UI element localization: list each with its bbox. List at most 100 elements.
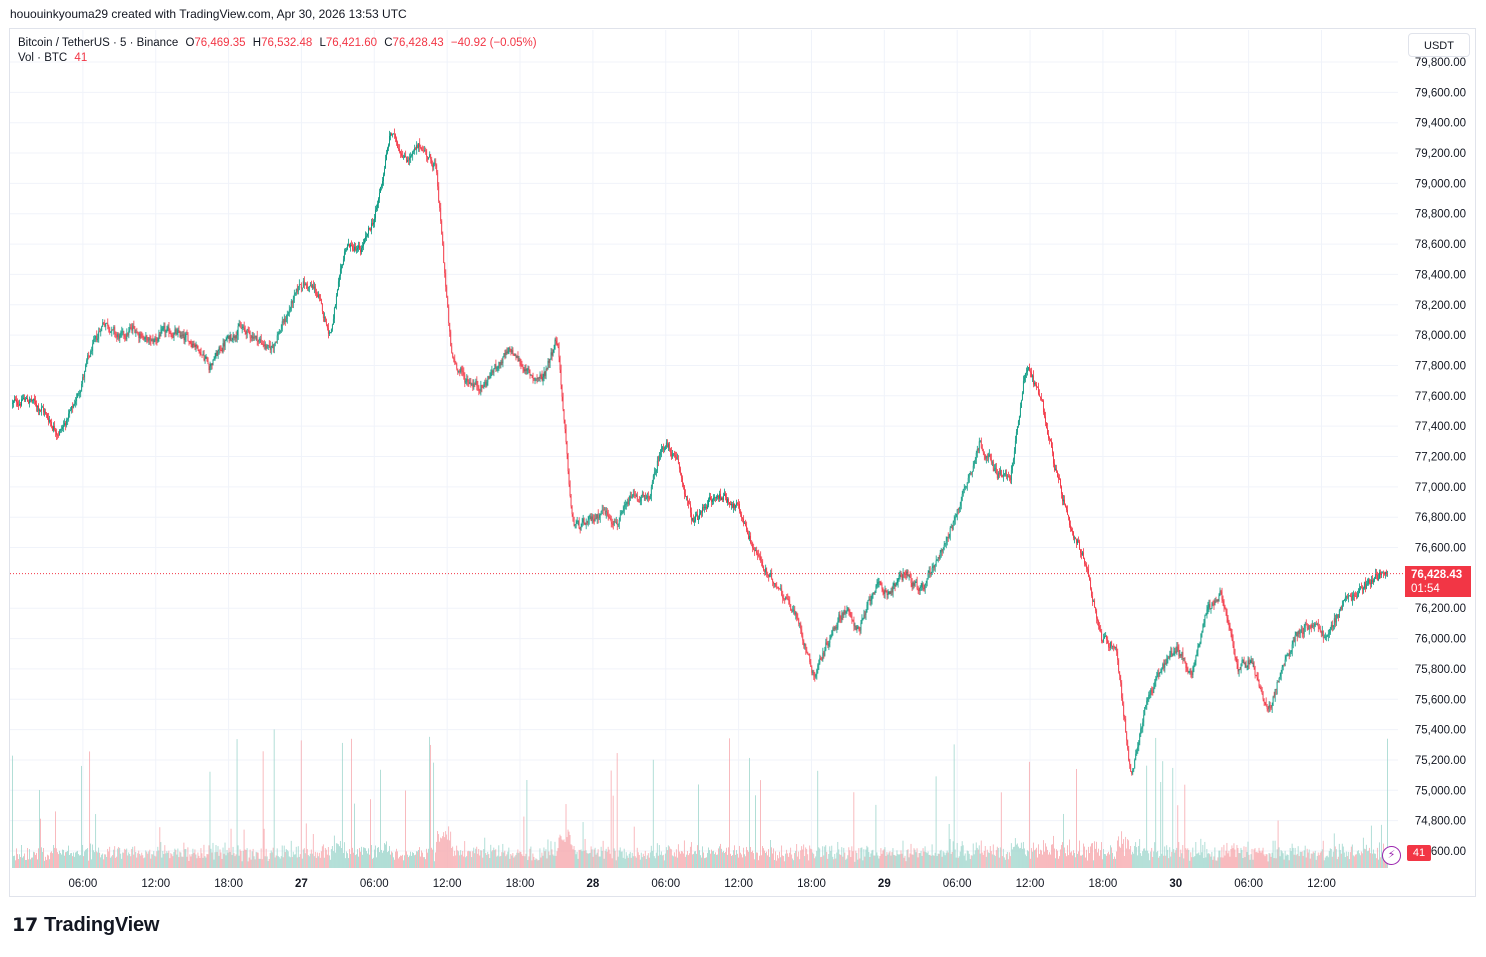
volume-bar: [642, 853, 644, 868]
candle-body: [1119, 671, 1121, 676]
candle-body: [116, 334, 118, 338]
volume-bar: [882, 850, 884, 868]
volume-bar: [1265, 854, 1267, 868]
volume-bar: [705, 857, 706, 868]
volume-label[interactable]: Vol · BTC: [18, 52, 68, 64]
volume-bar: [500, 855, 502, 868]
candle-body: [1000, 469, 1002, 477]
volume-bar: [159, 827, 161, 868]
tradingview-logo[interactable]: 𝟭𝟳 TradingView: [12, 914, 159, 937]
volume-bar: [543, 847, 545, 868]
candle-body: [246, 329, 248, 335]
candle-body: [405, 155, 406, 158]
candle-body: [439, 201, 441, 208]
volume-bar: [222, 847, 224, 868]
volume-bar: [689, 846, 691, 868]
candle-body: [607, 511, 609, 516]
volume-bar: [665, 847, 667, 868]
candle-body: [605, 510, 607, 515]
volume-bar: [771, 847, 773, 868]
candle-body: [144, 337, 146, 340]
candle-body: [562, 396, 564, 410]
lightning-icon[interactable]: ⚡: [1382, 846, 1401, 865]
volume-bar: [817, 770, 819, 868]
candle-body: [219, 347, 221, 350]
price-axis[interactable]: 79,800.0079,600.0079,400.0079,200.0079,0…: [1415, 57, 1466, 858]
symbol-label[interactable]: Bitcoin / TetherUS · 5 · Binance: [18, 37, 179, 49]
currency-button[interactable]: USDT: [1408, 33, 1470, 57]
volume-bar: [888, 852, 890, 868]
candle-body: [818, 663, 820, 666]
candle-body: [1179, 654, 1181, 657]
candle-body: [944, 543, 946, 545]
volume-bar: [1118, 836, 1120, 868]
candle-body: [581, 522, 583, 527]
candle-body: [1012, 459, 1014, 463]
volume-bar: [461, 854, 463, 868]
x-tick-label: 12:00: [141, 878, 170, 890]
candle-body: [1270, 707, 1272, 709]
volume-bar: [230, 828, 232, 868]
candle-body: [1246, 666, 1248, 668]
candle-body: [1221, 591, 1223, 600]
candle-body: [597, 514, 599, 519]
candle-body: [76, 397, 77, 402]
candle-body: [977, 449, 979, 451]
time-axis[interactable]: 06:00 12:00 18:00 27 06:00 12:00 18:00 28 06:00 1…: [68, 878, 1335, 890]
candle-body: [797, 618, 799, 619]
volume-bar: [1058, 858, 1059, 868]
volume-bar: [526, 779, 528, 868]
volume-bar: [43, 848, 44, 868]
x-tick-label: 28: [586, 878, 599, 890]
volume-bar: [383, 850, 384, 868]
candle-body: [106, 322, 108, 324]
volume-bar: [111, 856, 113, 868]
volume-bar: [469, 851, 471, 868]
candle-body: [548, 361, 550, 363]
volume-bar: [1192, 847, 1194, 868]
volume-bar: [305, 823, 307, 868]
candle-body: [722, 497, 723, 500]
chart-frame[interactable]: [9, 28, 1476, 897]
volume-bar: [155, 856, 157, 868]
candle-body: [644, 495, 646, 500]
candle-body: [1038, 394, 1040, 397]
volume-bar: [1263, 854, 1265, 868]
candle-body: [1041, 399, 1043, 401]
volume-bar: [136, 857, 138, 868]
volume-bar: [698, 850, 700, 868]
candle-body: [697, 519, 699, 520]
volume-bar: [1324, 857, 1326, 868]
candle-body: [1197, 645, 1199, 652]
volume-bar: [745, 856, 746, 868]
candle-body: [564, 419, 566, 430]
candle-body: [938, 557, 940, 559]
volume-bar: [1318, 855, 1320, 868]
volume-bar: [1212, 859, 1214, 868]
volume-bar: [127, 855, 129, 868]
candle-body: [739, 503, 740, 512]
volume-bar: [213, 859, 215, 868]
candle-body: [277, 334, 279, 336]
volume-bar: [656, 843, 658, 868]
volume-bar: [272, 847, 274, 868]
volume-bar: [977, 849, 979, 868]
candle-body: [946, 537, 948, 541]
candle-body: [738, 503, 739, 505]
candle-body: [1367, 579, 1369, 584]
volume-bar: [857, 859, 859, 868]
volume-bar: [286, 850, 288, 868]
candle-body: [999, 469, 1001, 475]
candle-body: [834, 627, 836, 630]
candle-body: [848, 608, 850, 612]
volume-bar: [510, 854, 512, 868]
candle-body: [926, 578, 928, 583]
candle-body: [924, 584, 926, 590]
candle-body: [1345, 596, 1347, 598]
volume-bar: [1026, 850, 1028, 868]
volume-bar: [437, 830, 439, 868]
candle-body: [499, 362, 501, 366]
volume-bar: [165, 853, 167, 868]
volume-bar: [589, 852, 591, 868]
